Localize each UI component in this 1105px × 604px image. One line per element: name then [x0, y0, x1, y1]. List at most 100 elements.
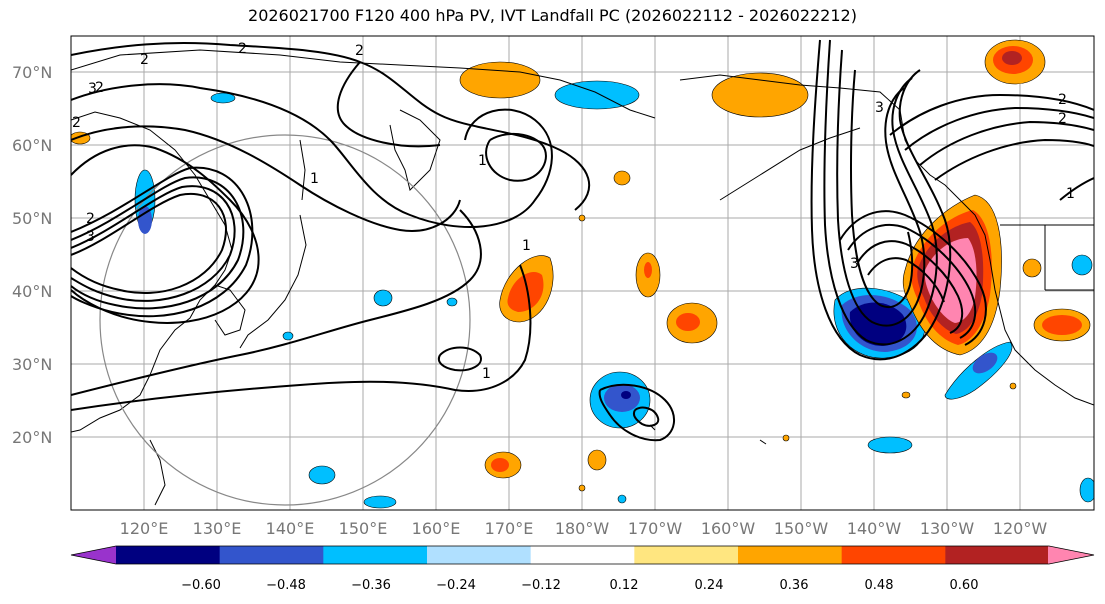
colorbar-tick: −0.12 — [521, 578, 561, 593]
contour-line — [632, 406, 660, 427]
contour-label: 3 — [850, 256, 859, 272]
pos-blob — [711, 72, 809, 118]
neg-blob — [282, 331, 294, 341]
pos-blob — [491, 458, 509, 472]
neg-blob — [1079, 477, 1094, 503]
contour-line — [857, 240, 964, 334]
colorbar-segment — [530, 546, 635, 564]
pos-blob — [587, 449, 607, 471]
colorbar-ticks: −0.60 −0.48 −0.36 −0.24 −0.12 0.12 0.24 … — [181, 578, 978, 593]
contour-line — [71, 166, 254, 318]
contour-line — [823, 39, 938, 346]
contour-line — [867, 257, 945, 303]
colorbar-tick: −0.48 — [266, 578, 306, 593]
colorbar-segment — [945, 546, 1050, 564]
neg-blob — [972, 352, 998, 374]
map-title: 2026021700 F120 400 hPa PV, IVT Landfall… — [248, 6, 857, 25]
neg-blob — [138, 206, 152, 234]
coast-kamchatka — [389, 109, 441, 191]
lon-label: 120°E — [120, 519, 169, 538]
neg-blob — [604, 384, 640, 412]
contour-line — [71, 42, 591, 211]
pos-blob — [578, 214, 586, 222]
contour-line — [839, 210, 987, 346]
gridlines — [71, 36, 1094, 510]
coast-japan — [239, 214, 307, 349]
lon-label: 150°E — [339, 519, 388, 538]
pos-blob — [676, 313, 700, 331]
colorbar — [70, 545, 1095, 565]
colorbar-tick: 0.24 — [695, 578, 724, 593]
lon-label: 170°W — [628, 519, 683, 538]
lon-label: 120°W — [993, 519, 1048, 538]
contour-line — [919, 120, 1094, 166]
radius-circle — [99, 134, 471, 506]
neg-blob — [554, 80, 640, 110]
pos-blob — [782, 434, 790, 442]
contour-line — [847, 224, 977, 339]
contour-labels: 2 3 2 2 2 3 2 1 1 2 1 1 3 3 2 2 1 — [72, 41, 1075, 382]
contour-line — [598, 383, 675, 442]
contour-line — [836, 49, 926, 327]
lon-label: 170°E — [485, 519, 534, 538]
colorbar-tick: 0.60 — [950, 578, 979, 593]
lon-label: 180°W — [555, 519, 610, 538]
neg-blob — [373, 289, 393, 307]
pos-blob — [578, 484, 586, 492]
colorbar-tick: −0.36 — [351, 578, 391, 593]
colorbar-tick: −0.60 — [181, 578, 221, 593]
lat-label: 30°N — [12, 355, 52, 374]
latitude-labels: 70°N 60°N 50°N 40°N 30°N 20°N — [12, 63, 52, 447]
neg-blob — [621, 391, 631, 399]
contour-label: 1 — [478, 153, 487, 169]
contour-label: 2 — [238, 41, 247, 57]
colorbar-tick: 0.12 — [610, 578, 639, 593]
contour-line — [71, 209, 482, 396]
coast-philippines — [149, 439, 166, 506]
neg-blob — [446, 297, 458, 307]
contour-label: 2 — [1058, 111, 1067, 127]
contour-line — [810, 39, 952, 361]
lon-label: 140°E — [266, 519, 315, 538]
pos-blob — [644, 262, 652, 278]
contour-line — [934, 138, 1094, 181]
lat-label: 50°N — [12, 209, 52, 228]
pos-blob — [901, 391, 911, 399]
contour-label: 1 — [310, 171, 319, 187]
border-us — [1000, 224, 1094, 291]
lon-label: 160°W — [701, 519, 756, 538]
coast-sakhalin — [299, 139, 306, 201]
contour-label: 2 — [355, 43, 364, 59]
colorbar-tick: 0.48 — [865, 578, 894, 593]
pos-blob — [613, 170, 631, 186]
contour-line — [71, 83, 553, 228]
lat-label: 20°N — [12, 428, 52, 447]
contour-label: 2 — [86, 211, 95, 227]
lon-label: 130°E — [193, 519, 242, 538]
contour-line — [336, 61, 441, 148]
pos-blob — [507, 271, 544, 312]
coast-aleutians — [719, 127, 861, 201]
longitude-labels: 120°E 130°E 140°E 150°E 160°E 170°E 180°… — [120, 519, 1048, 538]
colorbar-segment — [841, 546, 946, 564]
colorbar-segment — [634, 546, 739, 564]
pos-blob — [1009, 382, 1017, 390]
colorbar-segment — [738, 546, 843, 564]
colorbar-extend-low — [71, 546, 117, 564]
contour-line — [485, 132, 547, 182]
coast-siberia — [71, 49, 656, 119]
colorbar-segment — [427, 546, 532, 564]
pos-blob — [1022, 258, 1042, 278]
pos-blob — [459, 61, 541, 99]
contour-line — [889, 93, 1094, 136]
map-area — [71, 36, 1094, 510]
ivt-contours — [71, 39, 1094, 442]
map-frame — [70, 35, 1095, 511]
colorbar-tick: 0.36 — [780, 578, 809, 593]
lon-label: 140°W — [847, 519, 902, 538]
contour-label: 1 — [522, 238, 531, 254]
lon-label: 150°W — [774, 519, 829, 538]
colorbar-segment — [219, 546, 324, 564]
lat-label: 60°N — [12, 136, 52, 155]
contour-label: 2 — [95, 80, 104, 96]
